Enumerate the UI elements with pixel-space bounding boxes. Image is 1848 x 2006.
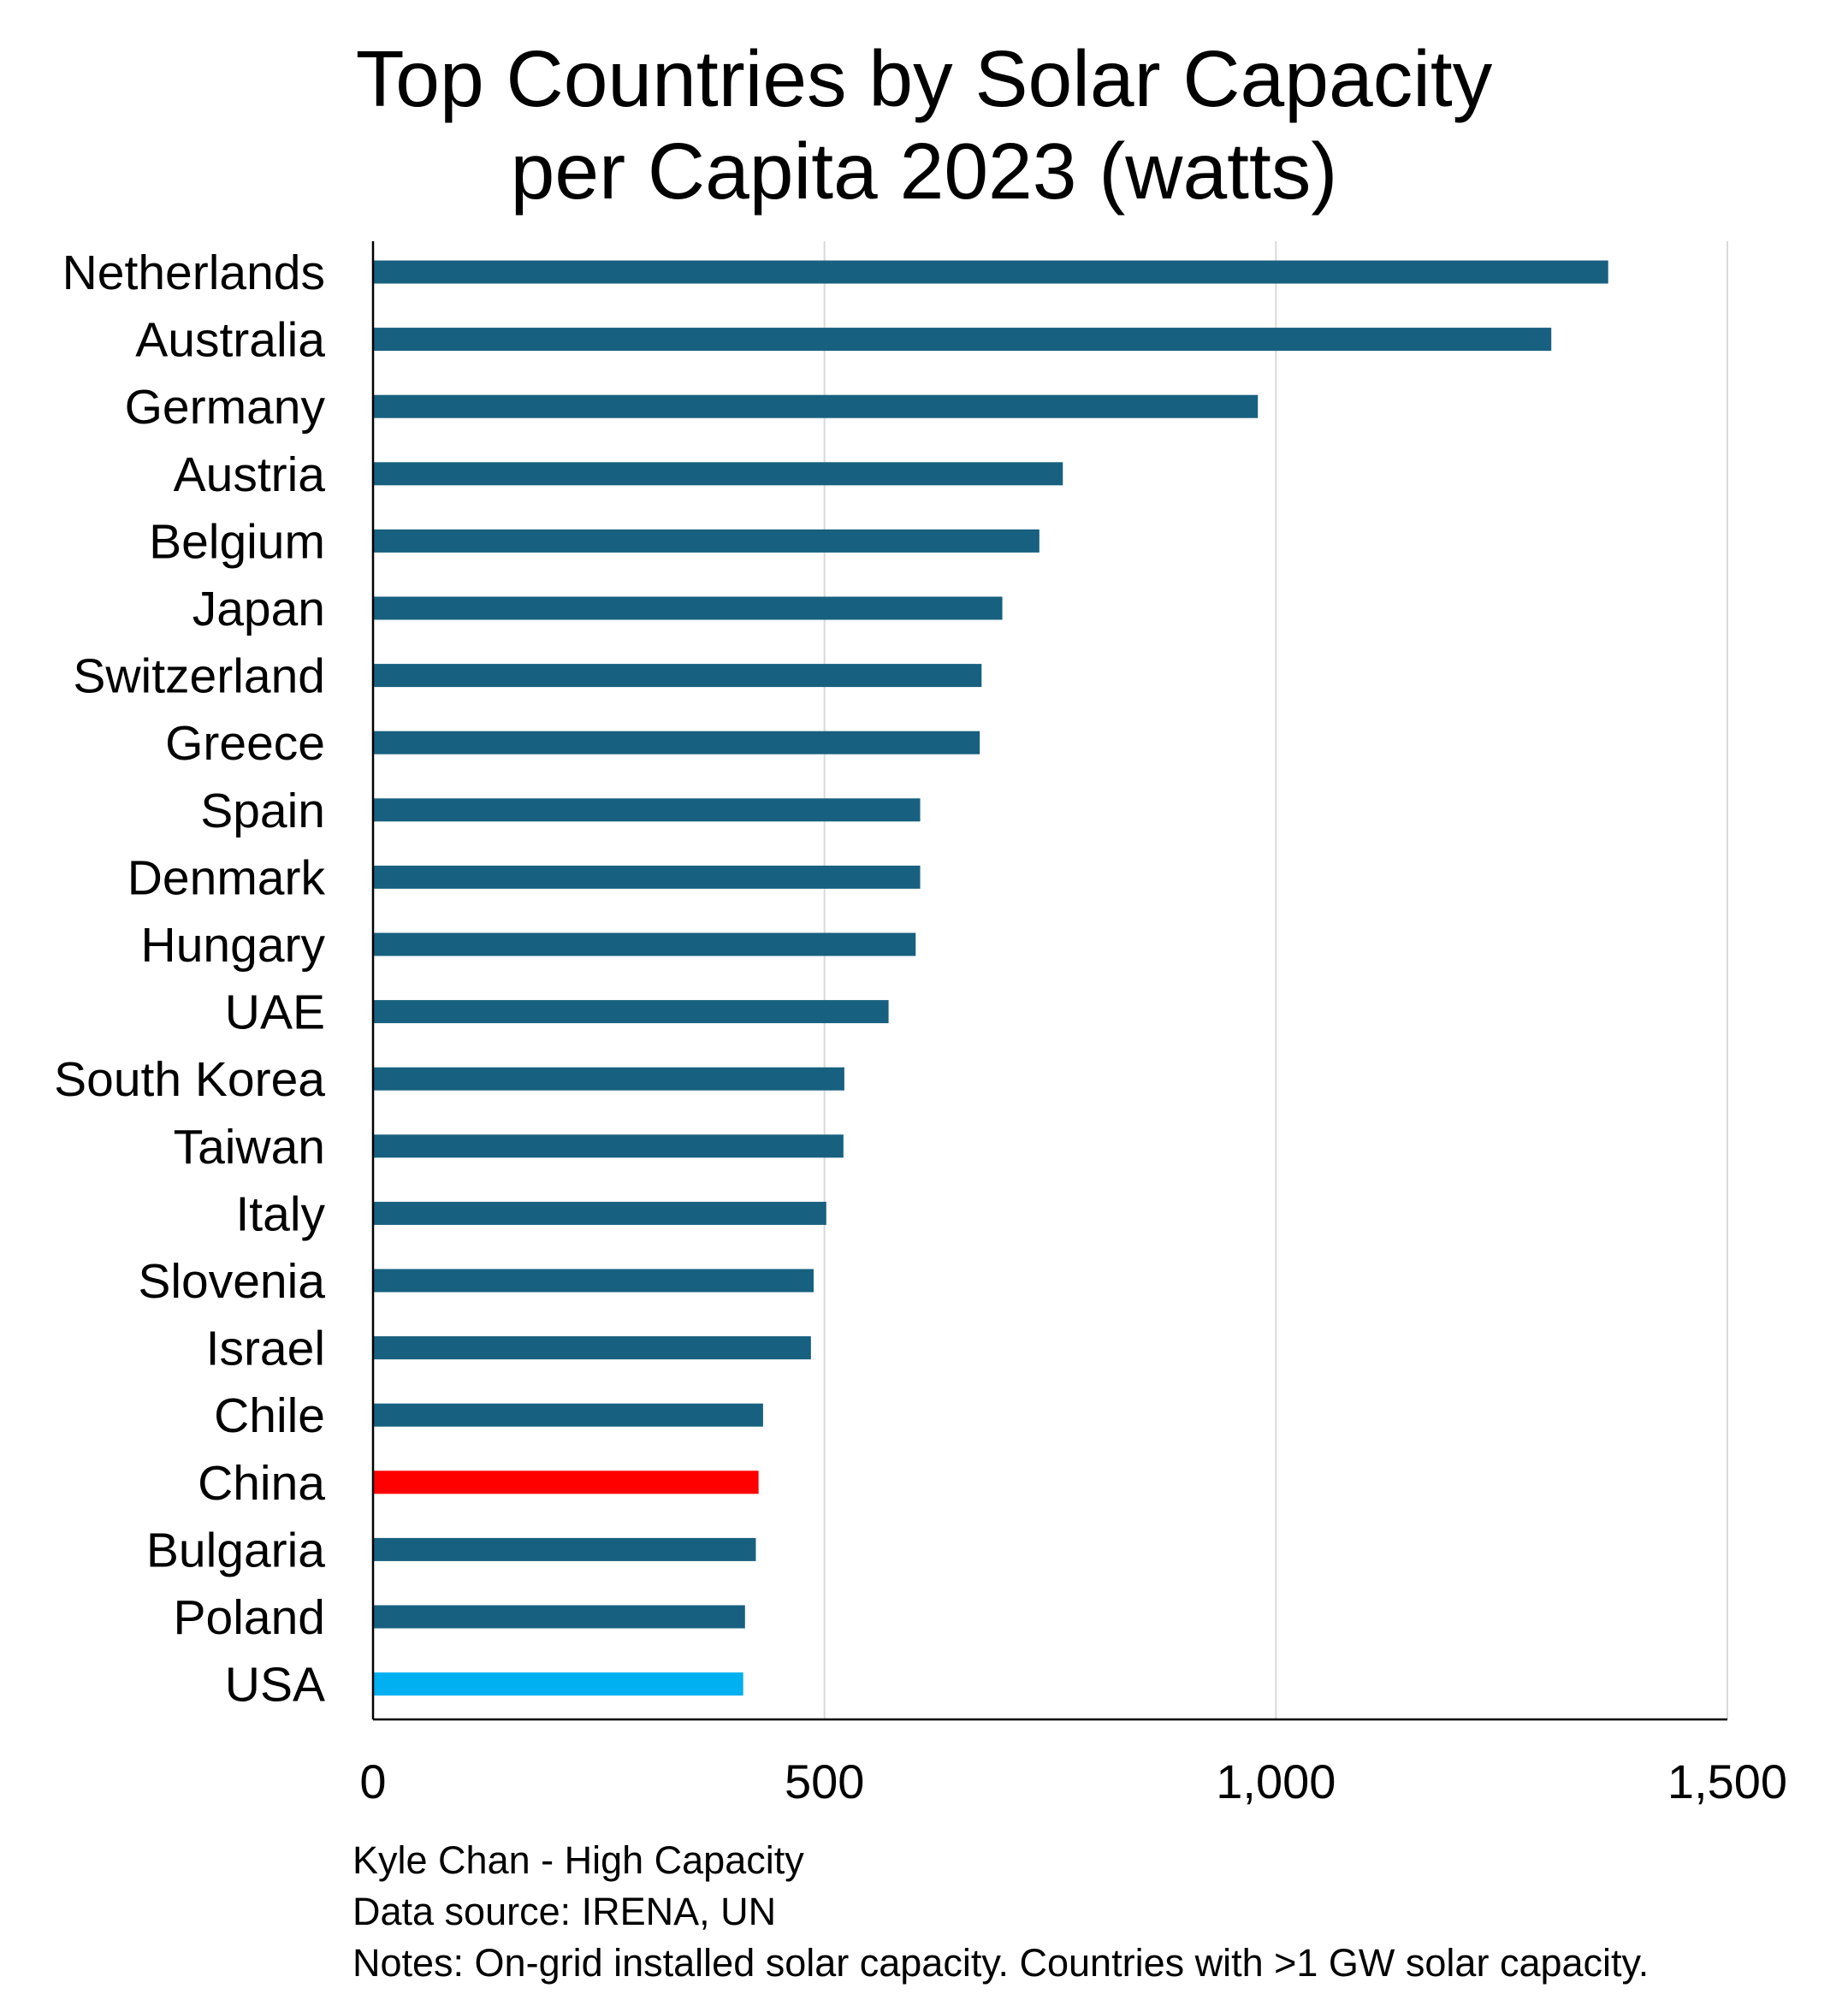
chart-title-line-2: per Capita 2023 (watts) <box>510 127 1338 216</box>
bar <box>373 529 1040 553</box>
bars <box>373 260 1608 1696</box>
category-label: Germany <box>125 380 326 435</box>
bar <box>373 260 1608 284</box>
bar-chart: Netherlands Australia Germany Austria Belgiu… <box>54 241 1787 1808</box>
bar <box>373 1336 811 1360</box>
category-label: Poland <box>174 1590 326 1645</box>
bar <box>373 328 1552 352</box>
bar <box>373 1672 743 1696</box>
bar <box>373 865 921 889</box>
notes-text: Notes: On-grid installed solar capacity.… <box>352 1941 1650 1985</box>
axes <box>371 241 1727 1721</box>
category-label: Slovenia <box>138 1254 325 1309</box>
bar <box>373 1000 889 1024</box>
x-tick-label: 500 <box>785 1755 864 1808</box>
bar <box>373 932 916 956</box>
chart-title-line-1: Top Countries by Solar Capacity <box>355 34 1493 123</box>
source-text: Data source: IRENA, UN <box>352 1890 777 1933</box>
bar <box>373 1537 756 1561</box>
category-label: Switzerland <box>73 649 325 704</box>
bar <box>373 1134 844 1158</box>
category-label: China <box>198 1456 325 1511</box>
grid-lines <box>823 241 1728 1719</box>
x-tick-label: 1,000 <box>1216 1755 1336 1808</box>
category-label: Australia <box>135 313 325 368</box>
bar <box>373 1269 814 1293</box>
bar <box>373 664 982 688</box>
category-label: Bulgaria <box>146 1523 325 1577</box>
footnotes: Kyle Chan - High Capacity Data source: I… <box>352 1835 1649 1989</box>
bar <box>373 1201 826 1225</box>
bar <box>373 1605 745 1629</box>
x-tick-label: 1,500 <box>1667 1755 1787 1808</box>
bar <box>373 1470 759 1494</box>
bar <box>373 798 921 822</box>
bar <box>373 394 1259 418</box>
category-label: Israel <box>206 1322 325 1376</box>
category-label: Hungary <box>141 918 326 973</box>
category-label: Austria <box>174 447 326 502</box>
bar <box>373 1403 763 1427</box>
credit-text: Kyle Chan - High Capacity <box>352 1838 804 1882</box>
category-label: Italy <box>235 1186 325 1241</box>
category-label: Netherlands <box>62 246 325 300</box>
category-label: UAE <box>225 985 325 1040</box>
category-label: USA <box>225 1658 325 1713</box>
category-label: Chile <box>214 1388 325 1443</box>
x-tick-label: 0 <box>359 1755 386 1808</box>
category-label: Spain <box>200 784 325 838</box>
category-label: Greece <box>165 716 325 771</box>
bar <box>373 462 1063 486</box>
bar <box>373 1067 844 1091</box>
bar <box>373 596 1003 620</box>
chart-title: Top Countries by Solar Capacity per Capi… <box>0 33 1848 217</box>
category-label: Taiwan <box>174 1120 325 1175</box>
category-label: Belgium <box>149 514 325 569</box>
bar <box>373 731 980 754</box>
category-label: South Korea <box>54 1052 325 1107</box>
category-labels: Netherlands Australia Germany Austria Belgiu… <box>54 246 325 1713</box>
category-label: Denmark <box>127 850 326 905</box>
x-tick-labels: 0 500 1,000 1,500 <box>359 1755 1787 1808</box>
category-label: Japan <box>192 582 325 636</box>
